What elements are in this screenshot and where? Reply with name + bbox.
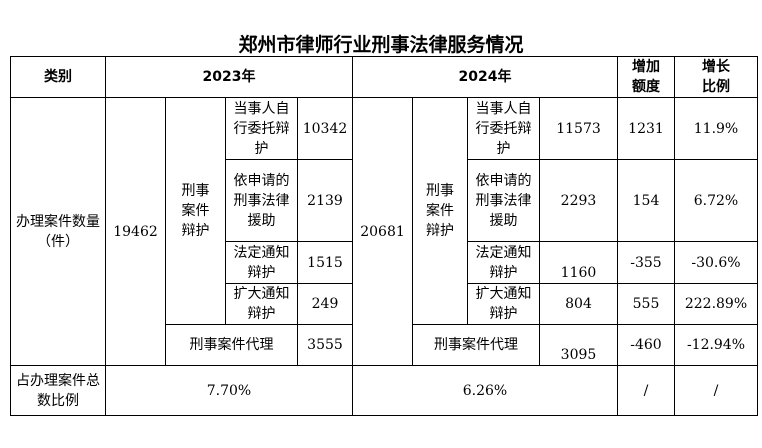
table-row: 占办理案件总数比例 7.70% 6.26% / / — [10, 365, 758, 416]
defense-type-label: 依申请的刑事法律援助 — [467, 159, 540, 242]
agency-value-2023: 3555 — [297, 324, 353, 366]
defense-value-2024: 11573 — [539, 97, 618, 160]
header-row: 类别 2023年 2024年 增加额度 增长比例 — [10, 56, 758, 98]
defense-type-label: 法定通知辩护 — [467, 241, 540, 284]
page-title: 郑州市律师行业刑事法律服务情况 — [238, 34, 524, 56]
cases-count-label: 办理案件数量（件） — [10, 97, 106, 366]
growth-value: -30.6% — [674, 241, 758, 284]
header-category: 类别 — [10, 56, 106, 98]
header-increase: 增加额度 — [617, 56, 675, 98]
defense-value-2024: 1160 — [539, 241, 618, 284]
growth-value: 222.89% — [674, 283, 758, 325]
defense-value-2023: 249 — [297, 283, 353, 325]
header-2023: 2023年 — [105, 56, 353, 98]
defense-type-label: 依申请的刑事法律援助 — [225, 159, 298, 242]
defense-type-label: 扩大通知辩护 — [225, 283, 298, 325]
criminal-defense-label-2023: 刑事案件辩护 — [165, 97, 226, 325]
increase-value: 154 — [617, 159, 675, 242]
increase-value: -460 — [617, 324, 675, 366]
defense-value-2024: 804 — [539, 283, 618, 325]
defense-type-label: 当事人自行委托辩护 — [225, 97, 298, 160]
criminal-agency-label-2024: 刑事案件代理 — [412, 324, 540, 366]
ratio-growth: / — [674, 365, 758, 416]
defense-type-label: 当事人自行委托辩护 — [467, 97, 540, 160]
agency-value-2024: 3095 — [539, 324, 618, 366]
table-row: 办理案件数量（件） 19462 刑事案件辩护 当事人自行委托辩护 10342 2… — [10, 97, 758, 366]
growth-value: 6.72% — [674, 159, 758, 242]
legal-services-table: 类别 2023年 2024年 增加额度 增长比例 办理案件数量（件） 19462… — [10, 56, 758, 416]
defense-type-label: 法定通知辩护 — [225, 241, 298, 284]
ratio-label: 占办理案件总数比例 — [10, 365, 106, 416]
criminal-defense-label-2024: 刑事案件辩护 — [412, 97, 468, 325]
table-row: 刑事案件代理 3555 刑事案件代理 3095 -460 -12.94% — [11, 324, 758, 366]
criminal-agency-label-2023: 刑事案件代理 — [165, 324, 298, 366]
header-growth: 增长比例 — [674, 56, 758, 98]
table-row: 依申请的刑事法律援助 2139 依申请的刑事法律援助 2293 154 6.72… — [11, 159, 758, 242]
defense-value-2024: 2293 — [539, 159, 618, 242]
table-row: 法定通知辩护 1515 法定通知辩护 1160 -355 -30.6% — [11, 241, 758, 284]
increase-value: 555 — [617, 283, 675, 325]
defense-value-2023: 2139 — [297, 159, 353, 242]
defense-type-label: 扩大通知辩护 — [467, 283, 540, 325]
increase-value: 1231 — [617, 97, 675, 160]
increase-value: -355 — [617, 241, 675, 284]
ratio-value-2024: 6.26% — [352, 365, 618, 416]
defense-value-2023: 10342 — [297, 97, 353, 160]
growth-value: -12.94% — [674, 324, 758, 366]
ratio-value-2023: 7.70% — [105, 365, 353, 416]
growth-value: 11.9% — [674, 97, 758, 160]
total-2024: 20681 — [352, 97, 413, 366]
total-2023: 19462 — [105, 97, 166, 366]
table-row: 扩大通知辩护 249 扩大通知辩护 804 555 222.89% — [11, 283, 758, 325]
defense-value-2023: 1515 — [297, 241, 353, 284]
header-2024: 2024年 — [352, 56, 618, 98]
ratio-increase: / — [617, 365, 675, 416]
